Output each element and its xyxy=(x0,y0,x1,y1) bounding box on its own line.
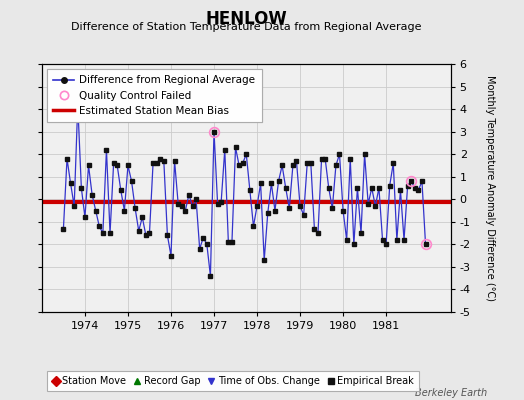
Y-axis label: Monthly Temperature Anomaly Difference (°C): Monthly Temperature Anomaly Difference (… xyxy=(485,75,495,301)
Legend: Station Move, Record Gap, Time of Obs. Change, Empirical Break: Station Move, Record Gap, Time of Obs. C… xyxy=(47,372,419,391)
Text: HENLOW: HENLOW xyxy=(205,10,287,28)
Text: Difference of Station Temperature Data from Regional Average: Difference of Station Temperature Data f… xyxy=(71,22,421,32)
Text: Berkeley Earth: Berkeley Earth xyxy=(415,388,487,398)
Legend: Difference from Regional Average, Quality Control Failed, Estimated Station Mean: Difference from Regional Average, Qualit… xyxy=(47,69,261,122)
